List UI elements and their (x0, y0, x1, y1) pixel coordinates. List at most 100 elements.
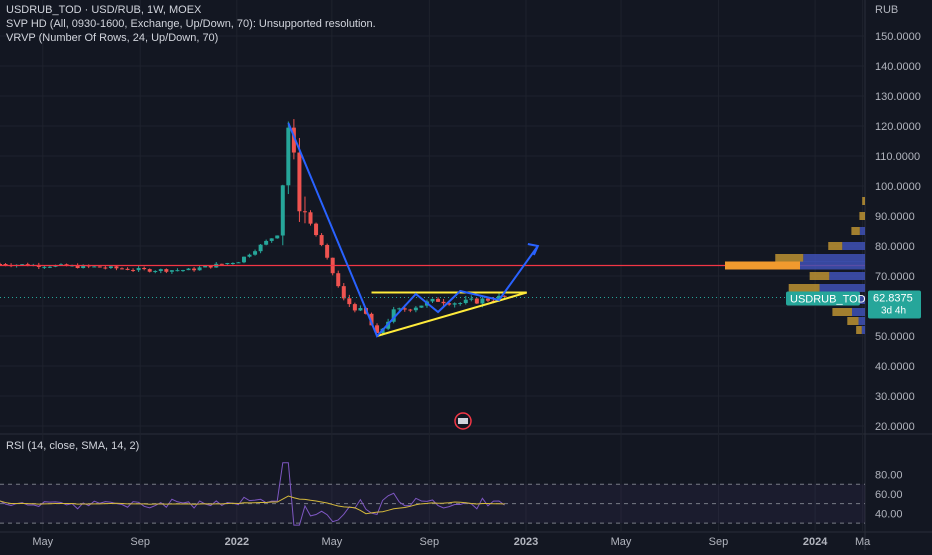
candle-body (474, 298, 479, 304)
candle-body (430, 298, 435, 302)
price-tick-label: 110.0000 (875, 151, 920, 163)
rsi-legend[interactable]: RSI (14, close, SMA, 14, 2) (6, 440, 140, 452)
price-tick-label: 20.0000 (875, 421, 915, 433)
volume-profile-bar-up (859, 212, 865, 220)
time-axis-label: May (32, 536, 53, 548)
volume-profile-poc-bar (725, 261, 800, 270)
forecast-arrowhead (527, 243, 540, 256)
candle-body (286, 127, 291, 186)
candle-body (241, 256, 246, 263)
candle-body (258, 244, 263, 252)
candle-body (175, 270, 180, 272)
candle-body (192, 268, 197, 271)
candle-body (119, 268, 124, 270)
event-marker-flag (458, 418, 468, 424)
volume-profile-bar-down (852, 308, 865, 316)
time-axis-label: May (611, 536, 632, 548)
candle-body (225, 263, 230, 265)
volume-profile-bar-up (775, 254, 804, 262)
candle-body (480, 298, 485, 304)
price-tick-label: 150.0000 (875, 31, 921, 43)
volume-profile-bar-down (861, 326, 865, 334)
forecast-path (287, 122, 539, 338)
time-axis-label: Sep (709, 536, 729, 548)
candle-body (114, 266, 119, 269)
volume-profile-bar-down (859, 227, 865, 235)
candle-body (230, 262, 235, 264)
volume-profile-bar-up (832, 308, 852, 316)
time-axis-label: Sep (130, 536, 150, 548)
symbol-legend[interactable]: USDRUB_TOD · USD/RUB, 1W, MOEX (6, 4, 202, 16)
time-axis-label: 2023 (514, 536, 538, 548)
candle-body (169, 270, 174, 272)
candle-body (280, 185, 285, 236)
volume-profile-bar-up (809, 272, 830, 280)
svp-indicator-legend[interactable]: SVP HD (All, 0930-1600, Exchange, Up/Dow… (6, 18, 376, 30)
currency-label: RUB (875, 4, 898, 16)
volume-profile-bar-up (847, 317, 859, 325)
candle-body (236, 262, 241, 264)
candle-body (75, 265, 80, 269)
price-tick-label: 90.0000 (875, 211, 915, 223)
candle-body (502, 295, 507, 297)
candle-body (42, 266, 47, 268)
candle-body (341, 286, 346, 299)
candle-body (253, 251, 258, 255)
volume-profile-bar-up (856, 326, 862, 334)
time-axis-label: Ma (855, 536, 871, 548)
candle-body (164, 269, 169, 272)
candle-body (447, 303, 452, 305)
candle-body (153, 271, 158, 273)
candle-body (352, 304, 357, 311)
triangle-bottom-line (376, 291, 528, 337)
time-axis-label: 2022 (225, 536, 249, 548)
candle-body (397, 308, 402, 310)
time-axis-label: 2024 (803, 536, 828, 548)
candle-body (47, 266, 52, 268)
candle-body (264, 240, 269, 245)
candle-body (208, 265, 213, 268)
candle-body (158, 269, 163, 272)
candle-body (97, 266, 102, 268)
price-tick-label: 80.0000 (875, 241, 915, 253)
volume-profile-bar-up (828, 242, 843, 250)
candle-body (469, 298, 474, 300)
candle-body (369, 313, 374, 326)
candle-body (413, 307, 418, 311)
candle-body (147, 269, 152, 272)
volume-profile-bar-down (819, 284, 865, 292)
candle-body (336, 273, 341, 287)
volume-profile-bar-down (842, 242, 865, 250)
candles (0, 119, 507, 336)
volume-profile-bar-up (862, 197, 865, 205)
candle-body (203, 265, 208, 268)
vrvp-indicator-legend[interactable]: VRVP (Number Of Rows, 24, Up/Down, 70) (6, 32, 219, 44)
candle-body (108, 266, 113, 268)
candle-body (441, 301, 446, 304)
candle-body (402, 308, 407, 310)
volume-profile-bar-up (788, 284, 820, 292)
candle-body (58, 264, 63, 266)
candle-body (136, 267, 141, 271)
rsi-tick-label: 60.00 (875, 489, 903, 501)
price-tick-label: 140.0000 (875, 61, 921, 73)
price-tick-label: 30.0000 (875, 391, 915, 403)
candle-body (92, 266, 97, 268)
price-tick-label: 40.0000 (875, 361, 915, 373)
volume-profile-bar-down (829, 272, 865, 280)
volume-profile-bar-down (858, 317, 865, 325)
candle-body (358, 308, 363, 311)
rsi-sma-line (0, 495, 505, 515)
candle-body (297, 152, 302, 212)
last-price-value: 62.8375 (873, 292, 913, 304)
candle-body (142, 267, 147, 270)
candle-body (302, 211, 307, 213)
time-axis-label: May (322, 536, 343, 548)
candle-body (0, 264, 2, 265)
candle-body (3, 264, 8, 266)
candle-body (436, 298, 441, 302)
rsi-line (0, 462, 505, 526)
